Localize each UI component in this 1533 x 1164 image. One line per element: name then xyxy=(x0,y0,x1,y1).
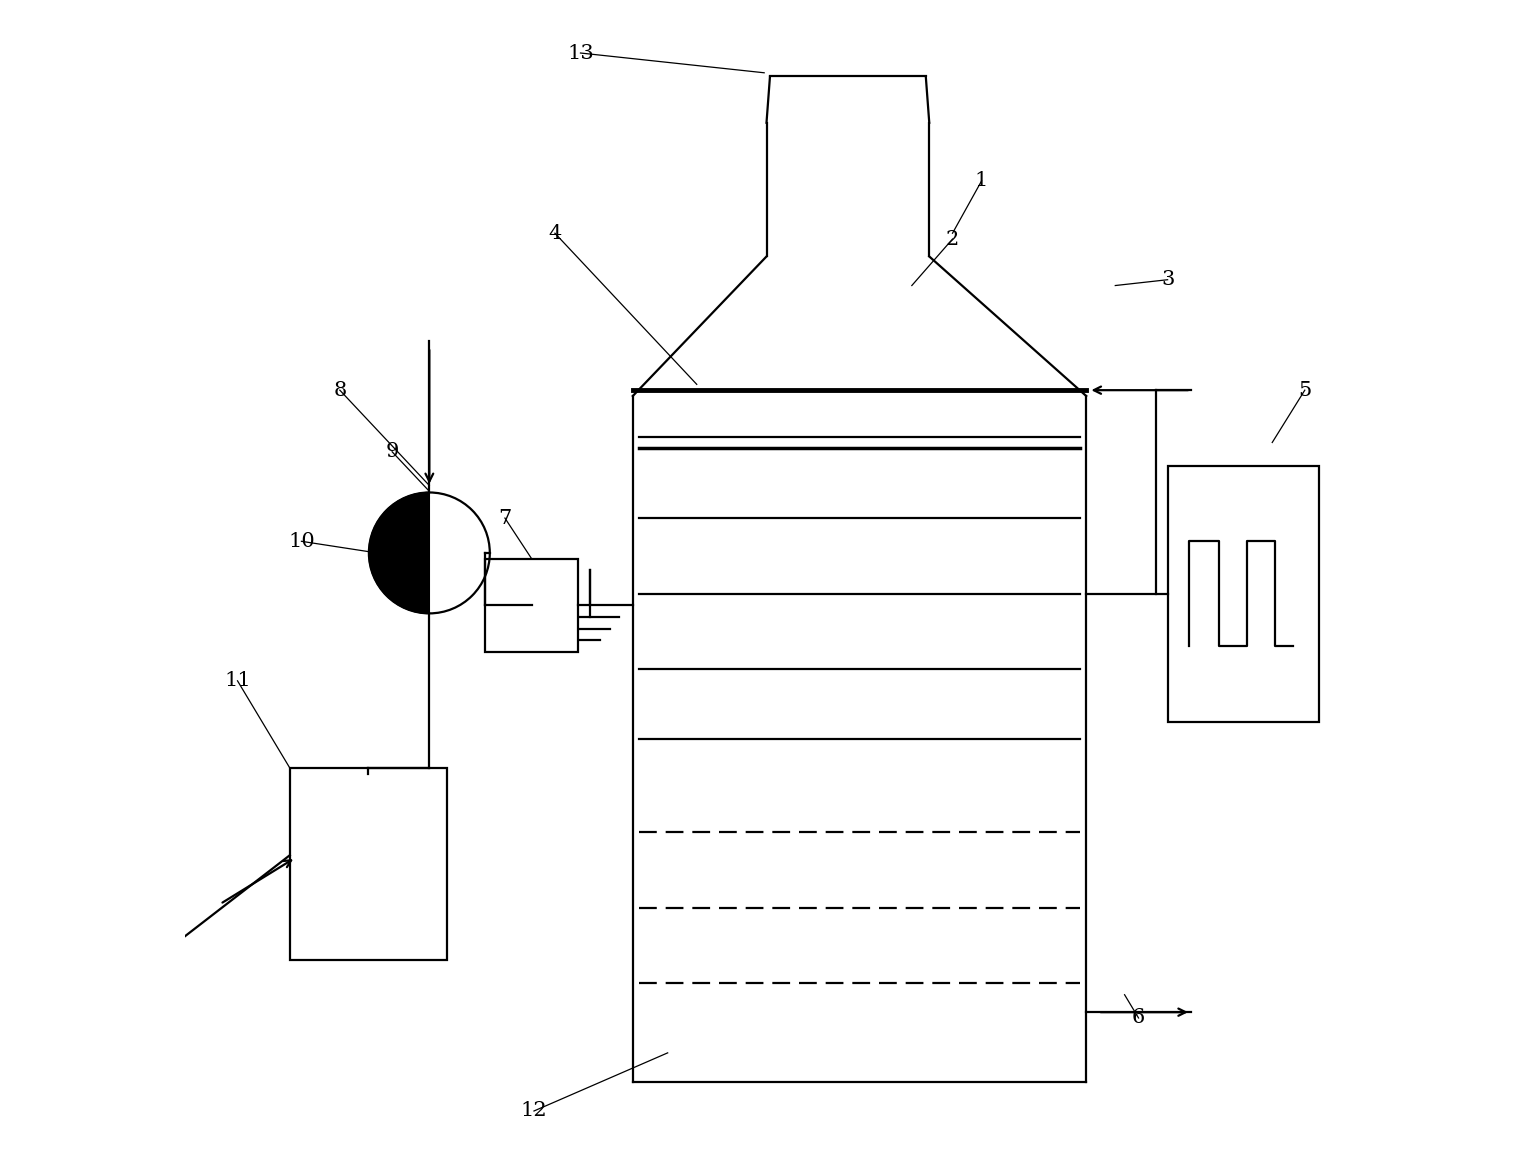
Text: 8: 8 xyxy=(333,381,346,399)
Text: 9: 9 xyxy=(385,442,399,461)
Text: 1: 1 xyxy=(975,171,989,191)
Text: 6: 6 xyxy=(1131,1008,1145,1028)
Text: 7: 7 xyxy=(498,509,512,527)
Text: 5: 5 xyxy=(1298,381,1311,399)
Text: 11: 11 xyxy=(224,672,251,690)
FancyBboxPatch shape xyxy=(1168,466,1318,722)
Text: 10: 10 xyxy=(288,532,314,551)
Wedge shape xyxy=(369,492,429,613)
Text: 12: 12 xyxy=(521,1101,547,1121)
Text: 13: 13 xyxy=(567,43,593,63)
FancyBboxPatch shape xyxy=(290,768,446,960)
Text: 3: 3 xyxy=(1160,270,1174,289)
Text: 4: 4 xyxy=(549,223,561,243)
FancyBboxPatch shape xyxy=(484,559,578,652)
Text: 2: 2 xyxy=(946,229,960,249)
